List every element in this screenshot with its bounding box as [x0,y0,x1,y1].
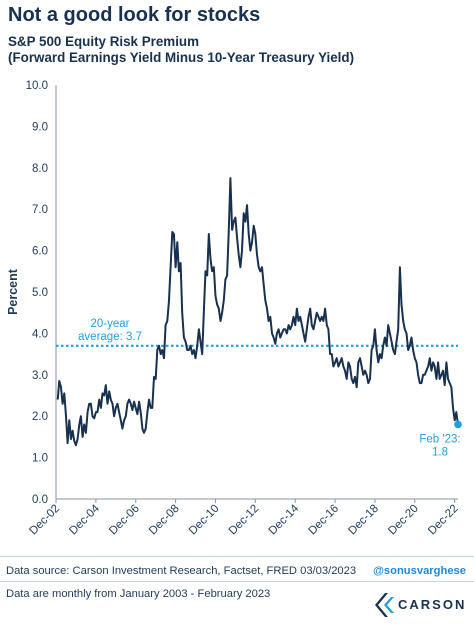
x-tick-label: Dec-06 [107,503,142,538]
subtitle-line-2: (Forward Earnings Yield Minus 10-Year Tr… [8,50,355,65]
endpoint-label-line-1: Feb '23: [419,433,460,445]
endpoint-label-line-2: 1.8 [432,446,448,458]
y-tick-label: 8.0 [32,163,48,175]
y-tick-label: 1.0 [32,453,48,465]
y-tick-label: 6.0 [32,246,48,258]
y-tick-label: 5.0 [32,287,48,299]
subtitle-line-1: S&P 500 Equity Risk Premium [8,34,200,49]
x-tick-label: Dec-20 [386,503,421,538]
x-tick-label: Dec-16 [306,503,341,538]
y-tick-label: 2.0 [32,411,48,423]
y-tick-label: 9.0 [32,121,48,133]
data-note-text: Data are monthly from January 2003 - Feb… [6,588,271,600]
x-tick-label: Dec-12 [227,503,262,538]
twitter-handle-link[interactable]: @sonusvarghese [373,565,466,577]
carson-logo: CARSON [374,591,470,619]
data-source-text: Data source: Carson Investment Research,… [6,565,357,577]
chart-subtitle: S&P 500 Equity Risk Premium (Forward Ear… [8,34,354,66]
x-tick-label: Dec-18 [346,503,381,538]
footer-divider [0,581,474,582]
x-tick-label: Dec-08 [147,503,182,538]
series-line [56,177,459,447]
x-tick-label: Dec-22 [426,503,461,538]
endpoint-marker [454,420,462,429]
y-tick-label: 4.0 [32,328,48,340]
x-tick-label: Dec-02 [27,503,62,538]
x-tick-label: Dec-14 [267,502,302,537]
y-tick-label: 0.0 [32,494,48,506]
y-tick-label: 3.0 [32,370,48,382]
y-axis-label: Percent [6,268,20,315]
average-label-line-2: average: 3.7 [78,331,142,343]
x-axis: Dec-02 Dec-04 Dec-06 Dec-08 Dec-10 Dec-12 Dec-… [27,498,461,538]
y-tick-label: 7.0 [32,204,48,216]
y-axis: 0.0 1.0 2.0 3.0 4.0 5.0 6.0 7.0 8.0 9.0 10.0 Percen… [6,80,57,506]
carson-wordmark: CARSON [398,597,467,612]
x-tick-label: Dec-04 [67,502,102,537]
chart-title: Not a good look for stocks [8,4,261,26]
y-tick-label: 10.0 [26,80,48,92]
x-tick-label: Dec-10 [187,503,222,538]
footer-divider [0,556,474,557]
average-label-line-1: 20-year [91,318,130,330]
carson-mark-icon [375,593,394,617]
